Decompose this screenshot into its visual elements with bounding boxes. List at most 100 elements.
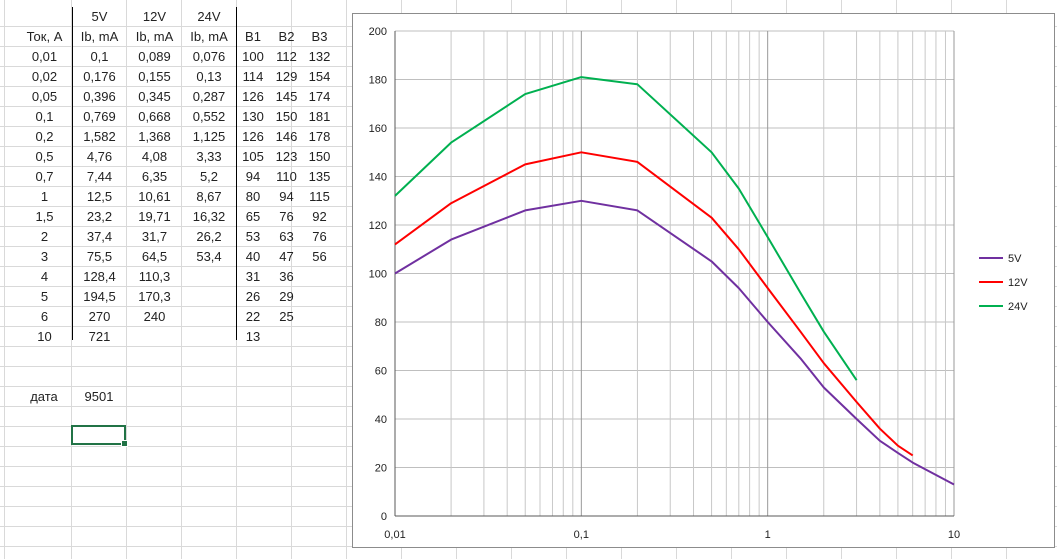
table-cell[interactable]: 0,155: [138, 69, 171, 84]
table-cell[interactable]: 2: [40, 229, 49, 244]
table-cell[interactable]: 0,02: [31, 69, 58, 84]
header-cell[interactable]: Ib, mA: [135, 29, 174, 44]
fill-handle[interactable]: [121, 440, 128, 447]
table-cell[interactable]: 0,076: [192, 49, 226, 64]
table-cell[interactable]: 170,3: [138, 289, 171, 304]
table-cell[interactable]: 0,345: [138, 89, 171, 104]
table-cell[interactable]: 31: [245, 269, 261, 284]
table-cell[interactable]: 5: [40, 289, 49, 304]
table-cell[interactable]: 0,089: [138, 49, 171, 64]
table-cell[interactable]: 150: [275, 109, 298, 124]
table-cell[interactable]: 25: [279, 309, 294, 324]
table-cell[interactable]: 3,33: [196, 149, 222, 164]
table-cell[interactable]: 12,5: [86, 189, 113, 204]
table-cell[interactable]: 0,176: [83, 69, 116, 84]
table-cell[interactable]: 128,4: [83, 269, 116, 284]
table-cell[interactable]: 0,287: [192, 89, 226, 104]
table-cell[interactable]: 0,05: [31, 89, 58, 104]
table-cell[interactable]: 130: [242, 109, 264, 124]
table-cell[interactable]: 26,2: [196, 229, 222, 244]
table-cell[interactable]: 10,61: [138, 189, 171, 204]
header-cell[interactable]: 5V: [91, 9, 108, 24]
table-cell[interactable]: 0,552: [192, 109, 226, 124]
table-cell[interactable]: 94: [279, 189, 294, 204]
header-cell[interactable]: Ток, А: [26, 29, 63, 44]
table-cell[interactable]: 1,125: [192, 129, 226, 144]
table-cell[interactable]: 0,01: [31, 49, 58, 64]
table-cell[interactable]: 112: [276, 49, 297, 64]
table-cell[interactable]: 7,44: [86, 169, 113, 184]
table-cell[interactable]: 110,3: [138, 269, 171, 284]
table-cell[interactable]: 56: [312, 249, 327, 264]
table-cell[interactable]: 4: [40, 269, 49, 284]
table-cell[interactable]: 76: [312, 229, 327, 244]
table-cell[interactable]: 6,35: [141, 169, 168, 184]
header-cell[interactable]: B1: [245, 29, 261, 44]
table-cell[interactable]: 23,2: [86, 209, 113, 224]
table-cell[interactable]: 0,7: [35, 169, 54, 184]
table-cell[interactable]: 0,396: [83, 89, 116, 104]
table-cell[interactable]: 174: [308, 89, 331, 104]
table-cell[interactable]: 150: [308, 149, 331, 164]
table-cell[interactable]: 721: [88, 329, 111, 344]
table-cell[interactable]: 114: [242, 69, 264, 84]
table-cell[interactable]: 3: [40, 249, 49, 264]
table-cell[interactable]: 123: [275, 149, 298, 164]
table-cell[interactable]: 126: [242, 129, 264, 144]
table-cell[interactable]: 1,368: [138, 129, 171, 144]
table-cell[interactable]: 6: [40, 309, 49, 324]
table-cell[interactable]: 115: [309, 189, 330, 204]
table-cell[interactable]: 146: [275, 129, 298, 144]
table-cell[interactable]: 10: [37, 329, 52, 344]
table-cell[interactable]: 64,5: [141, 249, 168, 264]
table-cell[interactable]: 1,5: [35, 209, 54, 224]
table-cell[interactable]: 92: [312, 209, 327, 224]
header-cell[interactable]: Ib, mA: [190, 29, 228, 44]
table-cell[interactable]: 270: [88, 309, 111, 324]
table-cell[interactable]: 37,4: [86, 229, 113, 244]
table-cell[interactable]: 80: [245, 189, 261, 204]
table-cell[interactable]: 19,71: [138, 209, 171, 224]
table-cell[interactable]: 194,5: [83, 289, 116, 304]
table-cell[interactable]: 100: [242, 49, 264, 64]
table-cell[interactable]: 63: [279, 229, 294, 244]
table-cell[interactable]: 1: [40, 189, 49, 204]
table-cell[interactable]: 126: [242, 89, 264, 104]
table-cell[interactable]: 0,5: [35, 149, 54, 164]
active-cell-cursor[interactable]: [71, 425, 128, 447]
chart-area[interactable]: 0 20 40 60 80 100 120 140 160 180 200 0,01 0,1 1 10 5V 1…: [352, 13, 1055, 548]
table-cell[interactable]: 29: [279, 289, 294, 304]
table-cell[interactable]: 31,7: [141, 229, 168, 244]
table-cell[interactable]: 40: [245, 249, 261, 264]
table-cell[interactable]: 22: [245, 309, 261, 324]
table-cell[interactable]: 47: [279, 249, 294, 264]
table-cell[interactable]: 0,13: [196, 69, 222, 84]
table-cell[interactable]: 105: [242, 149, 264, 164]
table-cell[interactable]: 5,2: [199, 169, 219, 184]
table-cell[interactable]: 4,08: [141, 149, 168, 164]
table-cell[interactable]: 16,32: [192, 209, 226, 224]
table-cell[interactable]: 8,67: [196, 189, 222, 204]
table-cell[interactable]: 4,76: [86, 149, 113, 164]
header-cell[interactable]: Ib, mA: [80, 29, 119, 44]
table-cell[interactable]: 154: [308, 69, 331, 84]
table-cell[interactable]: 181: [308, 109, 331, 124]
table-cell[interactable]: 240: [143, 309, 166, 324]
date-label[interactable]: дата: [30, 389, 58, 404]
table-cell[interactable]: 0,1: [35, 109, 54, 124]
table-cell[interactable]: 53: [245, 229, 261, 244]
table-cell[interactable]: 135: [308, 169, 331, 184]
table-cell[interactable]: 178: [308, 129, 331, 144]
table-cell[interactable]: 94: [245, 169, 261, 184]
header-cell[interactable]: 12V: [142, 9, 167, 24]
table-cell[interactable]: 129: [275, 69, 298, 84]
header-cell[interactable]: B2: [278, 29, 295, 44]
header-cell[interactable]: B3: [311, 29, 328, 44]
table-cell[interactable]: 53,4: [196, 249, 222, 264]
table-cell[interactable]: 110: [276, 169, 297, 184]
table-cell[interactable]: 36: [279, 269, 294, 284]
table-cell[interactable]: 76: [279, 209, 294, 224]
table-cell[interactable]: 0,2: [35, 129, 54, 144]
table-cell[interactable]: 145: [275, 89, 298, 104]
table-cell[interactable]: 0,769: [83, 109, 116, 124]
